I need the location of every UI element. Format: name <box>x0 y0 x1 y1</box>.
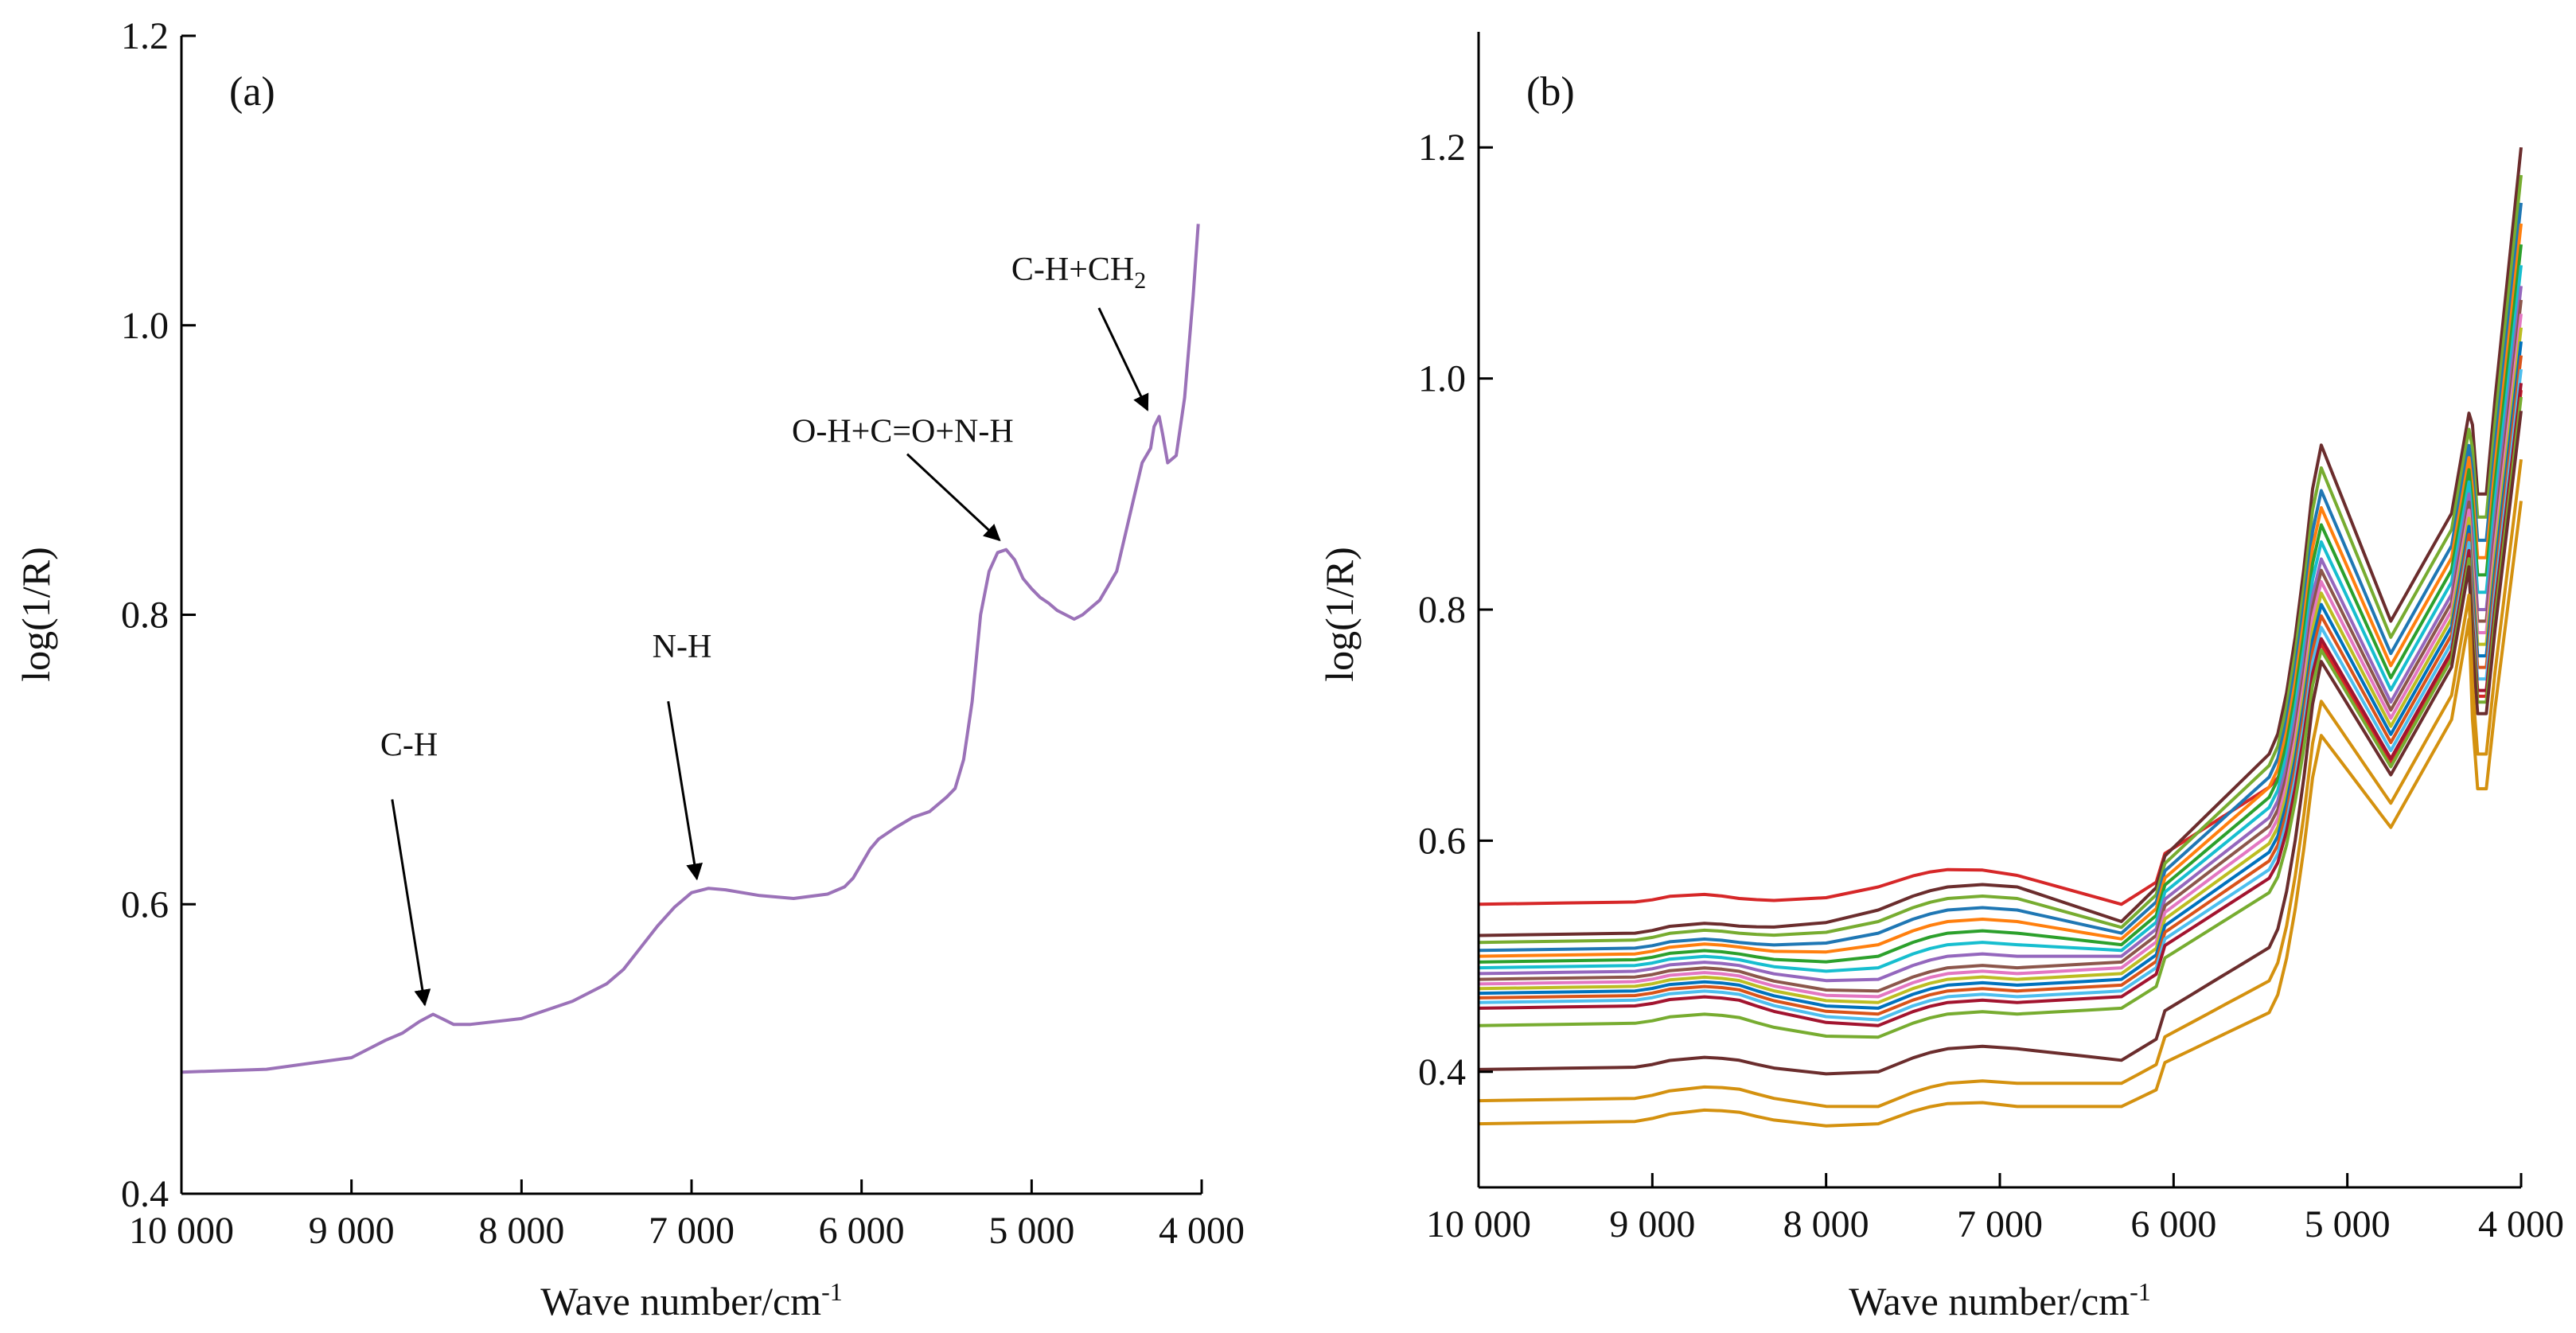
panel-b-series-line <box>1478 146 2523 937</box>
annotation-arrow <box>667 701 703 881</box>
panel-b-series <box>1478 146 2523 1128</box>
panel-a-y-tick-label: 1.0 <box>121 305 169 347</box>
panel-a-xlabel-sup: -1 <box>821 1277 843 1306</box>
panel-a-x-tick-label: 10 000 <box>129 1210 234 1252</box>
panel-b-series-line <box>1478 244 2523 964</box>
panel-b-series-line <box>1478 202 2523 953</box>
panel-b-series-line <box>1478 458 2523 1109</box>
panel-b-xlabel-sup: -1 <box>2130 1277 2151 1306</box>
annotation-label: O-H+C=O+N-H <box>792 414 1014 450</box>
panel-a-y-tick-label: 0.4 <box>121 1173 169 1215</box>
panel-b-x-tick-label: 8 000 <box>1783 1203 1869 1245</box>
panel-a: C-H N-H O-H+C=O+N-H C-H+CH2 10 000 9 000 8 00… <box>14 15 1245 1323</box>
panel-b-x-ticks: 10 000 9 000 8 000 7 000 6 000 5 000 4 000 <box>1426 1173 2564 1245</box>
panel-b-x-tick-label: 4 000 <box>2478 1203 2564 1245</box>
panel-b-series-line <box>1478 501 2523 1128</box>
annotation-label: N-H <box>653 629 712 665</box>
panel-b-label: (b) <box>1526 69 1575 115</box>
panel-a-series <box>181 224 1200 1074</box>
panel-b-x-tick-label: 10 000 <box>1426 1203 1531 1245</box>
panel-a-x-tick-label: 9 000 <box>309 1210 395 1252</box>
annotation-text: C-H+CH <box>1011 251 1134 288</box>
panel-a-x-tick-label: 7 000 <box>649 1210 735 1252</box>
panel-b-y-tick-label: 0.4 <box>1418 1051 1466 1093</box>
panel-b-series-line <box>1478 174 2523 945</box>
panel-b-series-line <box>1478 411 2523 1076</box>
annotation-label: C-H <box>380 727 438 763</box>
annotation-text: N-H <box>653 629 712 665</box>
panel-b-y-tick-label: 0.6 <box>1418 820 1466 862</box>
panel-b-x-tick-label: 5 000 <box>2305 1203 2391 1245</box>
annotation-subscript: 2 <box>1134 267 1146 294</box>
annotation-arrow <box>906 453 1001 542</box>
panel-a-x-axis-title: Wave number/cm-1 <box>540 1277 842 1323</box>
panel-a-label: (a) <box>229 69 275 115</box>
panel-a-y-ticks: 0.4 0.6 0.8 1.0 1.2 <box>121 15 196 1215</box>
annotation-arrow <box>1097 307 1149 411</box>
annotation-label: C-H+CH2 <box>1011 251 1146 294</box>
panel-a-y-tick-label: 1.2 <box>121 15 169 57</box>
panel-b-x-tick-label: 6 000 <box>2130 1203 2216 1245</box>
panel-b: 10 000 9 000 8 000 7 000 6 000 5 000 4 000 0.4… <box>1317 32 2564 1323</box>
panel-b-x-tick-label: 9 000 <box>1609 1203 1695 1245</box>
panel-a-series-line <box>181 224 1200 1074</box>
panel-b-y-axis-title: log(1/R) <box>1317 547 1362 681</box>
panel-a-x-tick-label: 6 000 <box>819 1210 905 1252</box>
panel-a-y-axis-title: log(1/R) <box>14 547 58 681</box>
panel-b-y-ticks: 0.4 0.6 0.8 1.0 1.2 <box>1418 127 1493 1093</box>
panel-a-xlabel-text: Wave number/cm <box>540 1279 821 1323</box>
panel-a-x-tick-label: 5 000 <box>988 1210 1074 1252</box>
panel-b-xlabel-text: Wave number/cm <box>1849 1279 2130 1323</box>
panel-b-series-line <box>1478 223 2523 958</box>
panel-b-series-line <box>1478 265 2523 973</box>
panel-b-x-tick-label: 7 000 <box>1957 1203 2043 1245</box>
panel-a-x-tick-label: 8 000 <box>478 1210 564 1252</box>
annotation-text: O-H+C=O+N-H <box>792 414 1014 450</box>
panel-a-annotations: C-H N-H O-H+C=O+N-H C-H+CH2 <box>380 251 1149 1007</box>
panel-a-y-tick-label: 0.8 <box>121 594 169 637</box>
panel-b-y-tick-label: 1.0 <box>1418 358 1466 400</box>
panel-a-y-tick-label: 0.6 <box>121 883 169 926</box>
panel-b-y-tick-label: 1.2 <box>1418 127 1466 169</box>
annotation-text: C-H <box>380 727 438 763</box>
panel-a-x-tick-label: 4 000 <box>1159 1210 1245 1252</box>
panel-a-x-ticks: 10 000 9 000 8 000 7 000 6 000 5 000 4 000 <box>129 1179 1245 1252</box>
panel-b-y-tick-label: 0.8 <box>1418 589 1466 631</box>
panel-b-x-axis-title: Wave number/cm-1 <box>1849 1277 2150 1323</box>
annotation-arrow <box>391 799 431 1007</box>
